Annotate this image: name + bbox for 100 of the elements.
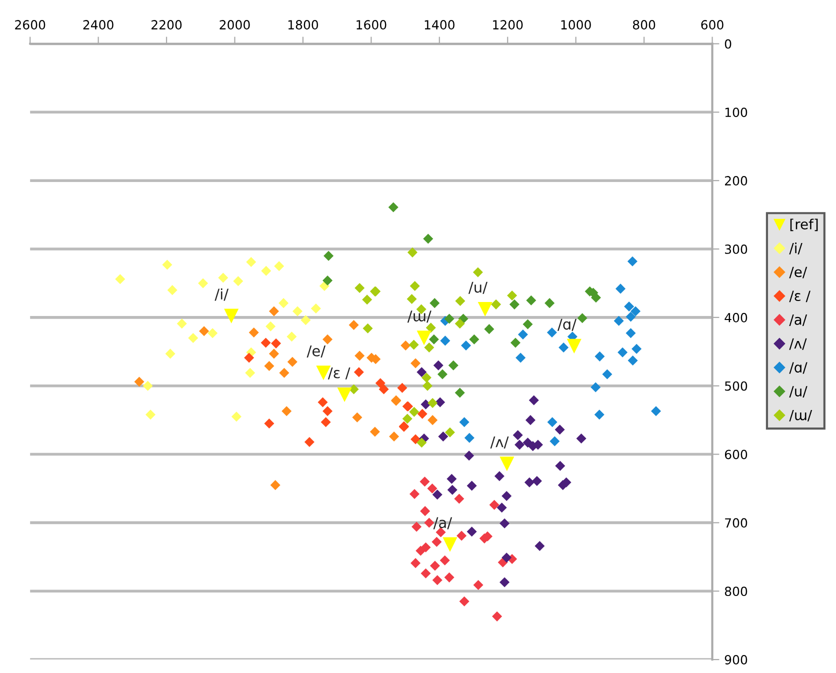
point [454, 388, 465, 398]
point [409, 406, 420, 417]
point [199, 326, 210, 336]
point [233, 276, 244, 286]
point [496, 502, 507, 513]
point [402, 414, 412, 424]
point [278, 298, 289, 308]
point [502, 491, 512, 502]
x-tick-label: 1200 [493, 20, 523, 30]
point [437, 369, 448, 380]
legend-label: /ɯ/ [789, 410, 812, 422]
point [489, 500, 500, 510]
point [245, 368, 256, 378]
point [444, 427, 455, 438]
point [524, 477, 534, 488]
point [558, 342, 569, 353]
point [432, 536, 442, 547]
data-label: /ɑ/ [557, 318, 577, 331]
point [420, 568, 431, 578]
point [492, 611, 502, 622]
point [500, 518, 510, 528]
x-tick-label: 1600 [356, 20, 386, 30]
point [444, 314, 454, 324]
x-tick-label: 1000 [561, 20, 591, 30]
point [420, 476, 430, 487]
x-tick-label: 2600 [15, 20, 46, 30]
point [514, 440, 525, 450]
point [412, 522, 422, 532]
point [378, 384, 389, 394]
point [500, 577, 510, 588]
point [218, 272, 228, 283]
point [274, 261, 284, 272]
point [261, 266, 272, 276]
point [430, 560, 440, 571]
point [602, 369, 612, 380]
data-label: /e/ [306, 346, 326, 358]
point [459, 596, 470, 606]
point [424, 342, 434, 353]
point [466, 480, 477, 491]
point [421, 372, 432, 383]
point [534, 540, 545, 551]
point [428, 334, 439, 344]
point [348, 384, 359, 394]
point [354, 350, 365, 361]
point [320, 417, 331, 428]
point [590, 382, 601, 392]
point [566, 338, 582, 354]
point [268, 306, 279, 316]
point [370, 426, 380, 437]
point [270, 480, 280, 490]
point [577, 313, 588, 324]
point [231, 412, 242, 422]
point [397, 382, 408, 393]
point [322, 275, 333, 286]
point [416, 367, 427, 378]
point [208, 328, 218, 338]
x-tick-label: 1800 [288, 20, 318, 30]
data-label: /i/ [214, 288, 229, 301]
point [287, 356, 298, 367]
point [248, 327, 259, 338]
point [446, 474, 457, 484]
point [624, 301, 634, 312]
point [472, 267, 483, 278]
point [300, 315, 311, 326]
point [416, 438, 427, 448]
point [444, 572, 454, 582]
point [260, 338, 271, 348]
x-tick-label: 800 [632, 20, 656, 30]
point [423, 234, 434, 244]
point [626, 328, 636, 338]
point [628, 356, 638, 366]
y-tick-label: 700 [725, 518, 748, 528]
point [440, 555, 450, 566]
legend-label: [ref] [790, 218, 818, 232]
point [426, 322, 436, 333]
point [512, 430, 523, 440]
point [142, 380, 153, 391]
point [466, 526, 477, 537]
point [286, 332, 297, 342]
point [650, 406, 661, 416]
point [198, 278, 208, 288]
y-tick-label: 400 [724, 312, 748, 322]
point [516, 352, 526, 363]
point [442, 537, 458, 552]
data-label: /ɛ / [328, 367, 350, 380]
y-tick-label: 100 [725, 108, 748, 118]
point [594, 351, 605, 362]
legend-label: /ʌ/ [789, 338, 807, 350]
point [532, 476, 542, 486]
point [266, 321, 276, 332]
point [145, 410, 156, 420]
point [115, 274, 126, 284]
point [352, 412, 362, 422]
point [507, 290, 518, 301]
point [428, 398, 438, 408]
point [322, 406, 333, 416]
point [264, 361, 274, 372]
point [614, 316, 624, 326]
point [547, 417, 558, 428]
y-tick-label: 600 [724, 450, 748, 460]
